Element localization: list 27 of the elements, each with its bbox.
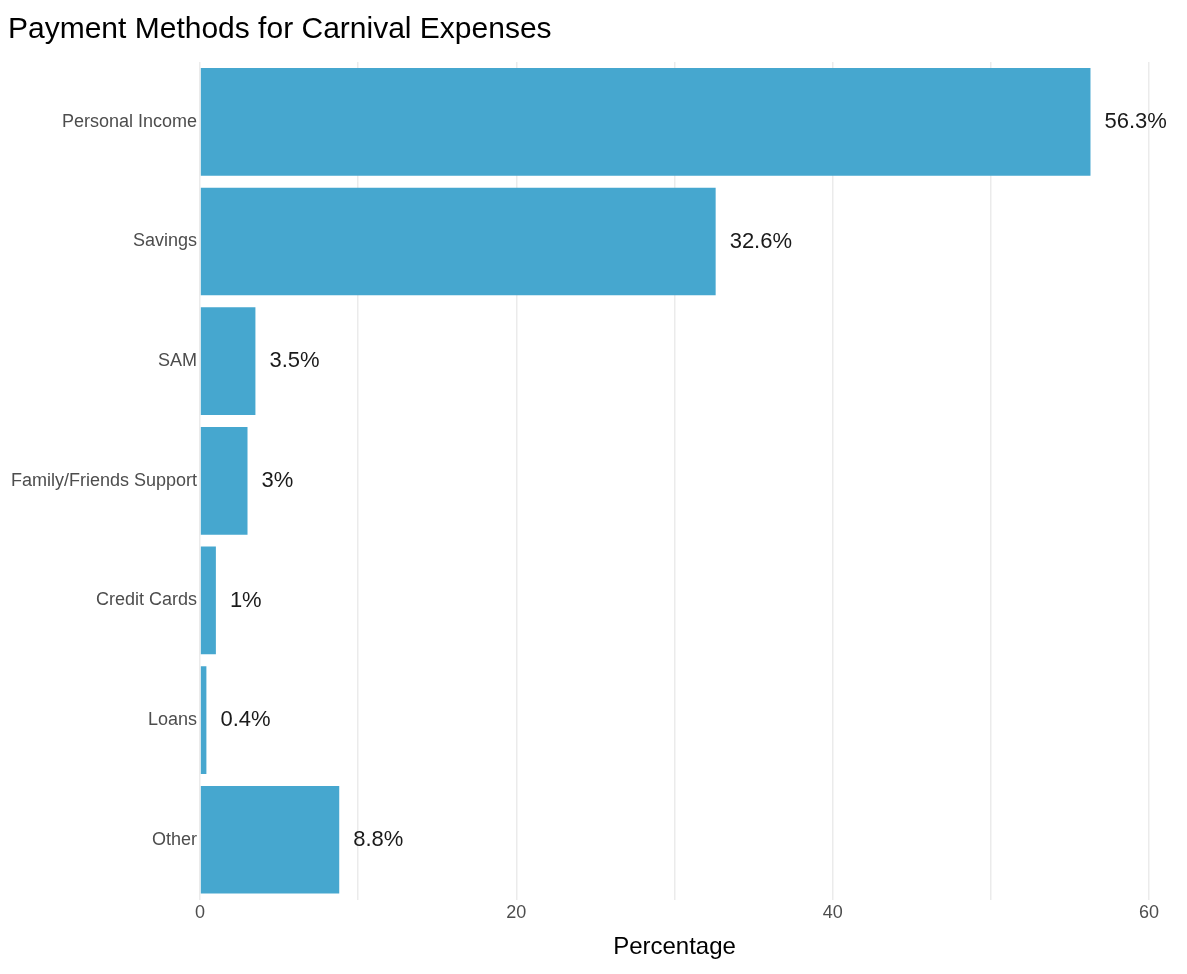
bar: [200, 666, 207, 774]
y-tick-label: Other: [152, 828, 198, 849]
data-label: 0.4%: [220, 706, 271, 732]
x-axis-title: Percentage: [613, 932, 736, 960]
bar: [200, 67, 1091, 176]
x-tick-label: 0: [195, 902, 206, 923]
data-label: 3.5%: [269, 347, 320, 373]
data-label: 8.8%: [353, 825, 404, 851]
bar: [200, 307, 256, 415]
x-tick-label: 20: [506, 902, 527, 923]
bar: [200, 187, 716, 296]
chart-title: Payment Methods for Carnival Expenses: [8, 11, 552, 45]
y-tick-label: Personal Income: [61, 110, 198, 131]
x-tick-label: 60: [1138, 902, 1160, 923]
data-label: 32.6%: [729, 227, 793, 253]
y-tick-label: Loans: [148, 709, 198, 730]
bar: [200, 785, 340, 894]
y-tick-label: Credit Cards: [96, 589, 198, 610]
y-tick-label: Family/Friends Support: [10, 469, 198, 490]
x-tick-label: 40: [822, 902, 843, 923]
bar: [200, 426, 248, 535]
bar: [200, 546, 216, 655]
y-tick-label: SAM: [158, 350, 198, 371]
data-label: 1%: [229, 586, 262, 612]
data-label: 3%: [261, 466, 294, 492]
y-tick-label: Savings: [133, 230, 198, 251]
data-label: 56.3%: [1104, 107, 1167, 133]
